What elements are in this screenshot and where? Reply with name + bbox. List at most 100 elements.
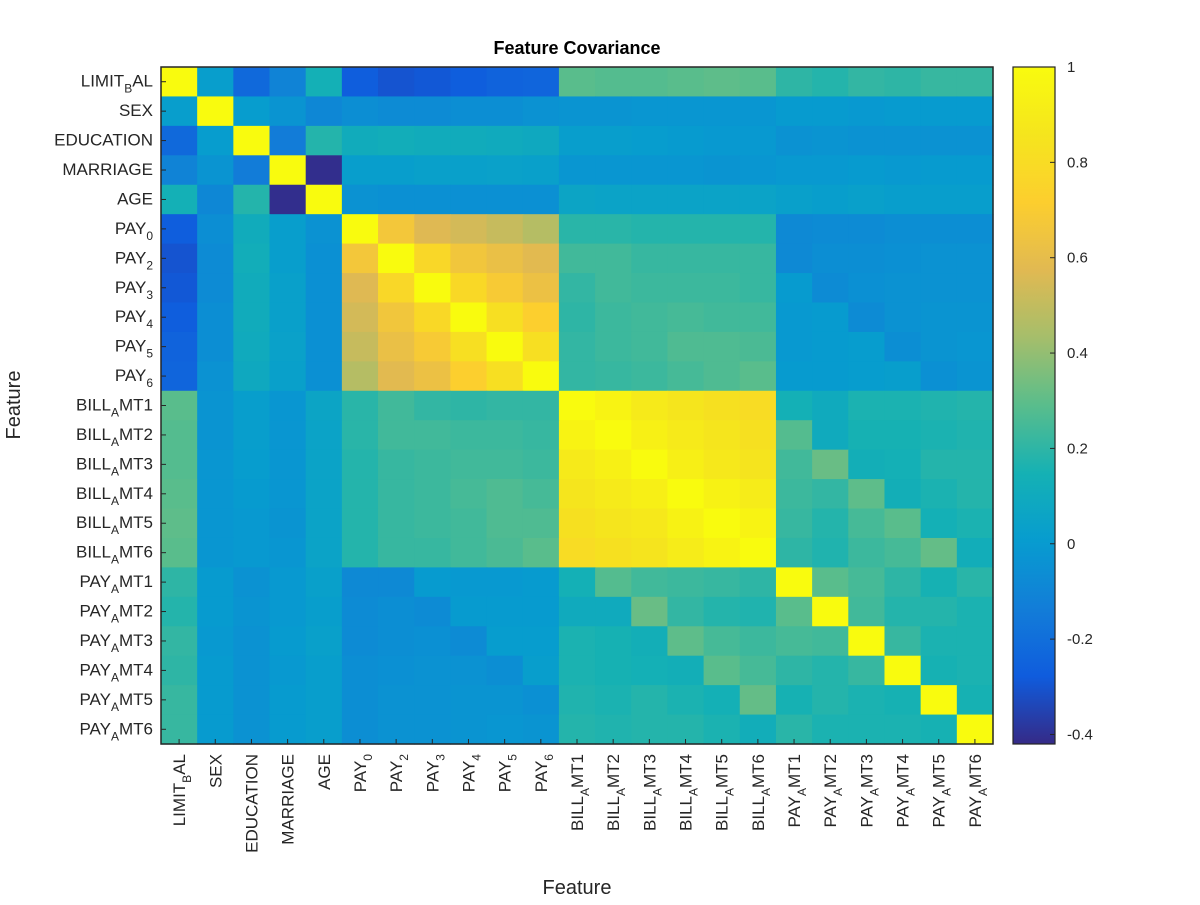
heatmap-cell <box>631 302 669 333</box>
heatmap-cell <box>161 508 198 539</box>
heatmap-cell <box>775 626 813 657</box>
heatmap-cell <box>812 685 849 716</box>
heatmap-cell <box>486 537 524 568</box>
heatmap-cell <box>884 184 922 215</box>
heatmap-cell <box>341 685 379 716</box>
heatmap-cell <box>956 243 994 274</box>
heatmap-cell <box>378 567 415 598</box>
x-tick-label: EDUCATION <box>242 754 261 853</box>
heatmap-cell <box>848 243 886 274</box>
heatmap-cell <box>522 125 560 156</box>
heatmap-cell <box>269 331 307 362</box>
heatmap-cell <box>739 96 777 127</box>
heatmap-cell <box>595 67 632 98</box>
heatmap-cell <box>486 184 524 215</box>
heatmap-cell <box>233 655 271 686</box>
heatmap-cell <box>739 626 777 657</box>
heatmap-cell <box>703 214 741 245</box>
heatmap-cell <box>703 331 741 362</box>
y-tick-label: PAYAMT1 <box>79 572 153 596</box>
heatmap-cell <box>197 685 234 716</box>
heatmap-cell <box>848 331 886 362</box>
y-tick-label: BILLAMT5 <box>76 513 153 537</box>
heatmap-cell <box>558 361 596 392</box>
heatmap-cell <box>703 508 741 539</box>
heatmap-cell <box>812 184 849 215</box>
heatmap-cell <box>450 655 488 686</box>
heatmap-cell <box>197 67 234 98</box>
heatmap-cell <box>486 155 524 186</box>
heatmap-cell <box>595 596 632 627</box>
heatmap-cell <box>775 685 813 716</box>
heatmap-cell <box>486 685 524 716</box>
heatmap-cell <box>703 243 741 274</box>
x-tick-label: LIMITBAL <box>170 754 194 826</box>
colorbar <box>1012 66 1056 745</box>
heatmap-cell <box>558 96 596 127</box>
heatmap-cell <box>486 67 524 98</box>
x-tick-label: BILLAMT1 <box>568 754 592 831</box>
x-tick-label: PAY0 <box>351 754 375 793</box>
heatmap-cell <box>631 361 669 392</box>
heatmap-cell <box>775 331 813 362</box>
x-tick-label: BILLAMT5 <box>713 754 737 831</box>
heatmap-cell <box>812 125 849 156</box>
heatmap-cell <box>558 155 596 186</box>
heatmap-cell <box>558 67 596 98</box>
heatmap-cell <box>595 449 632 480</box>
heatmap-cell <box>848 273 886 304</box>
heatmap-cell <box>812 626 849 657</box>
x-tick-label: MARRIAGE <box>279 754 298 845</box>
heatmap-cell <box>233 626 271 657</box>
heatmap-cell <box>558 331 596 362</box>
heatmap-cell <box>631 655 669 686</box>
heatmap-cell <box>341 567 379 598</box>
heatmap-cell <box>486 655 524 686</box>
heatmap-cell <box>703 567 741 598</box>
heatmap-cell <box>450 361 488 392</box>
heatmap-cell <box>378 273 415 304</box>
heatmap-cell <box>305 655 343 686</box>
heatmap-cell <box>378 331 415 362</box>
heatmap-cell <box>486 273 524 304</box>
heatmap-cell <box>269 479 307 510</box>
y-tick-label: PAY3 <box>115 278 154 302</box>
heatmap-cell <box>197 155 234 186</box>
heatmap-cell <box>775 184 813 215</box>
heatmap-cell <box>161 361 198 392</box>
heatmap-cell <box>341 479 379 510</box>
heatmap-cell <box>956 685 994 716</box>
heatmap-cell <box>341 390 379 421</box>
heatmap-cell <box>631 508 669 539</box>
x-tick-label: PAY6 <box>532 754 556 793</box>
heatmap-cell <box>341 655 379 686</box>
x-tick-label: BILLAMT3 <box>640 754 664 831</box>
heatmap-cell <box>775 214 813 245</box>
heatmap-cell <box>739 479 777 510</box>
heatmap-cell <box>631 685 669 716</box>
heatmap-cell <box>161 331 198 362</box>
heatmap-cell <box>775 655 813 686</box>
heatmap-cell <box>450 479 488 510</box>
heatmap-cell <box>884 420 922 451</box>
heatmap-cell <box>486 331 524 362</box>
heatmap-cell <box>631 567 669 598</box>
heatmap-cell <box>631 449 669 480</box>
y-tick-label: BILLAMT2 <box>76 425 153 449</box>
heatmap-cell <box>197 626 234 657</box>
heatmap-cell <box>631 537 669 568</box>
heatmap-cell <box>522 596 560 627</box>
heatmap-cell <box>631 479 669 510</box>
heatmap-cell <box>161 685 198 716</box>
heatmap-cell <box>703 537 741 568</box>
heatmap-cell <box>450 67 488 98</box>
heatmap-cell <box>884 567 922 598</box>
heatmap-cell <box>341 508 379 539</box>
heatmap-cell <box>631 184 669 215</box>
heatmap-cell <box>631 273 669 304</box>
heatmap-cell <box>305 420 343 451</box>
heatmap-cell <box>558 596 596 627</box>
heatmap-cell <box>161 155 198 186</box>
heatmap-cell <box>812 537 849 568</box>
